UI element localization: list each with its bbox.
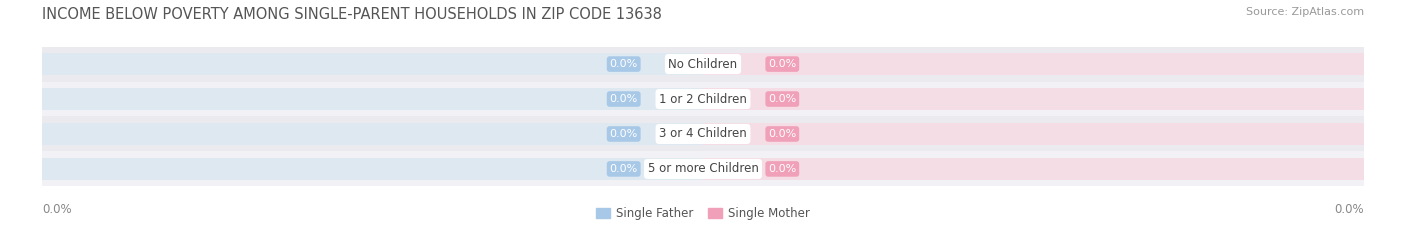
Text: 0.0%: 0.0% bbox=[768, 59, 796, 69]
Text: 0.0%: 0.0% bbox=[1334, 203, 1364, 216]
Text: 0.0%: 0.0% bbox=[768, 94, 796, 104]
Text: No Children: No Children bbox=[668, 58, 738, 71]
Text: 0.0%: 0.0% bbox=[610, 164, 638, 174]
Legend: Single Father, Single Mother: Single Father, Single Mother bbox=[592, 202, 814, 225]
Bar bbox=[42, 151, 1364, 186]
Text: 0.0%: 0.0% bbox=[768, 164, 796, 174]
Text: 0.0%: 0.0% bbox=[610, 59, 638, 69]
Text: 0.0%: 0.0% bbox=[610, 129, 638, 139]
Bar bbox=[703, 158, 1364, 180]
Text: Source: ZipAtlas.com: Source: ZipAtlas.com bbox=[1246, 7, 1364, 17]
Text: 0.0%: 0.0% bbox=[610, 94, 638, 104]
Bar bbox=[42, 88, 703, 110]
Text: 1 or 2 Children: 1 or 2 Children bbox=[659, 93, 747, 106]
Bar bbox=[703, 123, 1364, 145]
Bar bbox=[42, 158, 703, 180]
Bar bbox=[703, 53, 1364, 75]
Text: 0.0%: 0.0% bbox=[42, 203, 72, 216]
Text: INCOME BELOW POVERTY AMONG SINGLE-PARENT HOUSEHOLDS IN ZIP CODE 13638: INCOME BELOW POVERTY AMONG SINGLE-PARENT… bbox=[42, 7, 662, 22]
Text: 0.0%: 0.0% bbox=[768, 129, 796, 139]
Bar bbox=[42, 123, 703, 145]
Text: 3 or 4 Children: 3 or 4 Children bbox=[659, 127, 747, 140]
Bar bbox=[42, 47, 1364, 82]
Bar bbox=[703, 88, 1364, 110]
Text: 5 or more Children: 5 or more Children bbox=[648, 162, 758, 175]
Bar bbox=[42, 82, 1364, 116]
Bar bbox=[42, 53, 703, 75]
Bar bbox=[42, 116, 1364, 151]
